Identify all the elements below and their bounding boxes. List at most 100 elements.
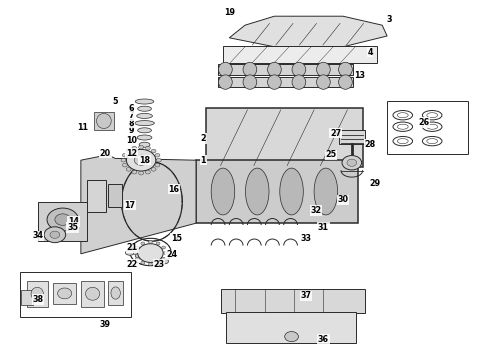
Ellipse shape (86, 287, 99, 300)
Circle shape (342, 156, 362, 170)
Text: 9: 9 (128, 126, 134, 135)
Circle shape (141, 261, 145, 264)
Bar (87, 180, 106, 212)
Bar (20, 272, 131, 317)
Ellipse shape (135, 253, 144, 258)
Ellipse shape (138, 128, 151, 133)
Text: 5: 5 (112, 97, 118, 106)
Bar (108, 184, 122, 207)
Circle shape (164, 252, 168, 255)
Bar (218, 64, 353, 75)
Text: 19: 19 (224, 8, 235, 17)
Circle shape (156, 242, 160, 245)
Bar (81, 281, 104, 307)
Circle shape (50, 231, 60, 238)
Ellipse shape (160, 259, 169, 264)
Circle shape (126, 149, 156, 171)
Text: 21: 21 (127, 243, 138, 252)
Circle shape (146, 147, 150, 150)
Text: 15: 15 (171, 234, 182, 243)
Text: 31: 31 (318, 223, 329, 232)
Bar (38, 202, 87, 241)
Text: 22: 22 (127, 260, 138, 269)
Bar (387, 101, 468, 154)
Ellipse shape (31, 287, 44, 300)
Text: 14: 14 (68, 217, 79, 226)
Text: 39: 39 (100, 320, 111, 329)
Bar (53, 283, 76, 304)
Ellipse shape (268, 62, 281, 77)
Circle shape (139, 171, 144, 175)
Ellipse shape (339, 62, 352, 77)
Bar (206, 108, 363, 167)
Bar (94, 112, 114, 130)
Text: 17: 17 (124, 201, 135, 210)
Polygon shape (229, 16, 387, 47)
Circle shape (126, 167, 131, 171)
Text: 12: 12 (126, 149, 137, 158)
Ellipse shape (243, 62, 257, 77)
Text: 27: 27 (330, 129, 341, 138)
Text: 28: 28 (365, 140, 375, 149)
Circle shape (162, 246, 166, 249)
Ellipse shape (135, 121, 154, 126)
Text: 8: 8 (128, 119, 134, 128)
Text: 36: 36 (318, 335, 329, 343)
Circle shape (133, 252, 137, 255)
Ellipse shape (97, 113, 111, 129)
Circle shape (148, 240, 152, 243)
Ellipse shape (147, 256, 156, 261)
Ellipse shape (58, 288, 72, 299)
Text: 13: 13 (355, 71, 366, 80)
Circle shape (151, 167, 156, 171)
Text: 3: 3 (387, 15, 392, 24)
Text: 29: 29 (369, 179, 380, 188)
Text: 4: 4 (367, 48, 373, 57)
Bar (27, 281, 48, 307)
Ellipse shape (111, 287, 121, 299)
Text: 16: 16 (169, 185, 179, 194)
Bar (108, 281, 123, 305)
Ellipse shape (268, 75, 281, 89)
Circle shape (132, 170, 137, 174)
Ellipse shape (317, 75, 330, 89)
Circle shape (135, 257, 139, 260)
Ellipse shape (219, 62, 232, 77)
Circle shape (139, 145, 144, 149)
Text: 35: 35 (67, 223, 78, 232)
Circle shape (141, 242, 145, 245)
Text: 34: 34 (33, 231, 44, 240)
Circle shape (285, 332, 298, 342)
Ellipse shape (280, 168, 303, 215)
Circle shape (134, 155, 148, 165)
Text: 10: 10 (126, 136, 137, 145)
Text: 18: 18 (139, 156, 150, 165)
Text: 32: 32 (311, 206, 321, 215)
Circle shape (155, 163, 160, 167)
Ellipse shape (245, 168, 269, 215)
Text: 25: 25 (325, 150, 336, 159)
Text: 7: 7 (128, 112, 134, 120)
Circle shape (126, 149, 131, 153)
Circle shape (122, 153, 127, 157)
Ellipse shape (243, 75, 257, 89)
Circle shape (121, 158, 126, 162)
Ellipse shape (317, 62, 330, 77)
Ellipse shape (211, 168, 235, 215)
Ellipse shape (139, 142, 150, 147)
Text: 1: 1 (200, 156, 206, 165)
Circle shape (347, 159, 357, 166)
Circle shape (47, 208, 78, 231)
Text: 33: 33 (301, 234, 312, 243)
Bar (218, 77, 353, 87)
Ellipse shape (138, 106, 151, 111)
Circle shape (55, 214, 71, 225)
Text: 37: 37 (301, 292, 312, 300)
Polygon shape (81, 155, 196, 254)
Ellipse shape (314, 168, 338, 215)
Ellipse shape (137, 135, 152, 140)
Ellipse shape (135, 99, 154, 104)
Text: 38: 38 (33, 295, 44, 304)
Circle shape (122, 163, 127, 167)
Bar (223, 46, 377, 63)
